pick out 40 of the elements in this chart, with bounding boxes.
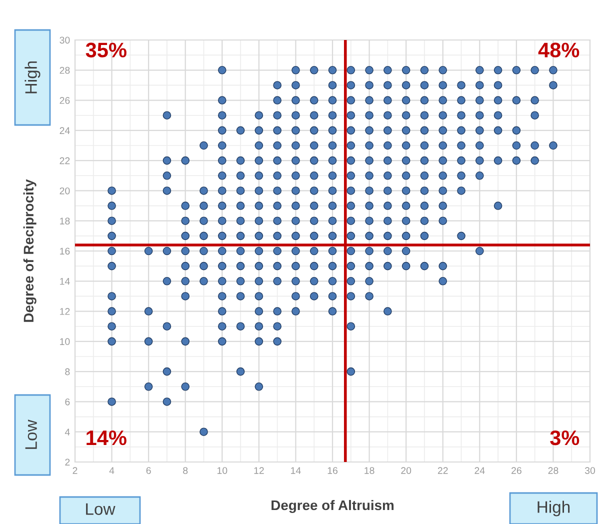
x-tick-label: 26 xyxy=(512,467,522,474)
text: Low xyxy=(25,420,37,449)
annotation: 35% xyxy=(86,42,126,58)
x-tick-label: 14 xyxy=(291,467,301,474)
x-axis-title: Degree of Altruism xyxy=(272,500,394,513)
y-tick-label: 12 xyxy=(60,308,70,315)
y-tick-label: 18 xyxy=(60,218,70,224)
annotation: 3% xyxy=(550,430,580,446)
x-tick-label: 30 xyxy=(584,467,596,474)
y-tick-label: 30 xyxy=(60,36,70,44)
y-tick-label: 26 xyxy=(60,97,70,104)
x-tick-label: 28 xyxy=(548,467,558,474)
y-tick-label: 24 xyxy=(60,127,70,134)
x-tick-label: 8 xyxy=(183,467,188,474)
y-tick-label: 8 xyxy=(65,368,70,376)
annotation: 48% xyxy=(538,42,580,58)
x-tick-label: 16 xyxy=(328,467,338,474)
x-tick-label: 12 xyxy=(254,467,264,474)
x-tick-label: 4 xyxy=(109,467,114,474)
y-tick-label: 16 xyxy=(60,248,70,255)
annotation: 14% xyxy=(86,430,126,446)
y-tick-label: 14 xyxy=(60,278,70,285)
x-tick-label: 6 xyxy=(146,467,151,474)
text: Low xyxy=(86,503,116,515)
y-tick-label: 6 xyxy=(65,398,70,406)
x-tick-label: 22 xyxy=(438,467,448,474)
y-tick-label: 4 xyxy=(64,428,70,436)
y-tick-label: 10 xyxy=(60,338,70,346)
x-tick-label: 20 xyxy=(401,467,412,474)
y-tick-label: 20 xyxy=(60,187,70,194)
y-axis-title: Degree of Reciprocity xyxy=(23,179,36,322)
y-tick-label: 28 xyxy=(60,66,70,74)
y-tick-label: 22 xyxy=(60,157,70,164)
x-tick-label: 18 xyxy=(364,467,374,474)
text: High xyxy=(24,61,40,94)
x-tick-label: 24 xyxy=(474,467,485,474)
y-tick-label: 2 xyxy=(65,458,70,466)
x-tick-label: 2 xyxy=(72,467,78,474)
text: High xyxy=(538,500,570,516)
x-tick-label: 10 xyxy=(217,467,228,474)
